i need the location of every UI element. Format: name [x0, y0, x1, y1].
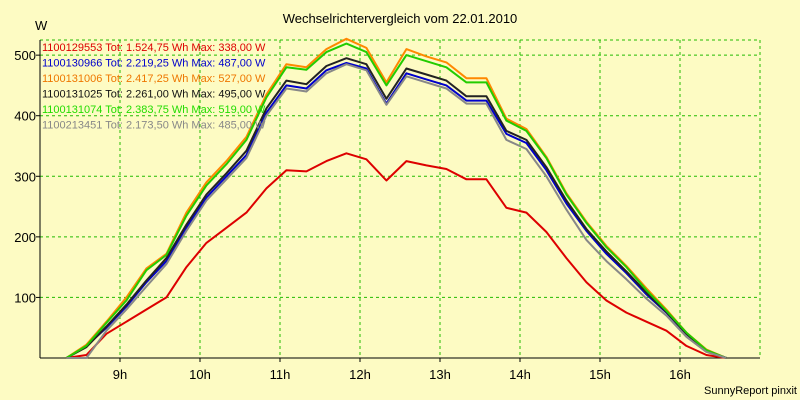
y-tick-label: 100 — [14, 290, 36, 305]
x-tick-labels: 9h 10h 11h 12h 13h 14h 15h 16h — [113, 367, 691, 382]
legend-entry-4: 1100131025 Tot: 2.261,00 Wh Max: 495,00 … — [42, 89, 266, 101]
series-line-5 — [65, 42, 727, 359]
y-tick-label: 300 — [14, 169, 36, 184]
series-lines — [65, 37, 727, 359]
legend: 1100129553 Tot: 1.524,75 Wh Max: 338,00 … — [42, 42, 266, 132]
series-line-1 — [66, 152, 727, 359]
axes — [36, 40, 760, 362]
x-tick-label: 9h — [113, 367, 127, 382]
x-tick-label: 10h — [189, 367, 211, 382]
series-line-6 — [66, 63, 727, 359]
legend-entry-2: 1100130966 Tot: 2.219,25 Wh Max: 487,00 … — [42, 58, 266, 70]
y-tick-label: 200 — [14, 230, 36, 245]
credit-text: SunnyReport pinxit — [704, 385, 797, 397]
y-tick-label: 500 — [14, 48, 36, 63]
x-tick-label: 12h — [349, 367, 371, 382]
series-line-4 — [65, 57, 727, 359]
legend-entry-3: 1100131006 Tot: 2.417,25 Wh Max: 527,00 … — [42, 73, 266, 85]
y-tick-label: 400 — [14, 109, 36, 124]
legend-entry-6: 1100213451 Tot: 2.173,50 Wh Max: 485,00 … — [42, 120, 266, 132]
x-tick-label: 16h — [669, 367, 691, 382]
x-tick-label: 15h — [589, 367, 611, 382]
x-tick-label: 13h — [429, 367, 451, 382]
legend-entry-1: 1100129553 Tot: 1.524,75 Wh Max: 338,00 … — [42, 42, 266, 54]
x-tick-label: 14h — [509, 367, 531, 382]
series-line-2 — [65, 62, 727, 359]
y-tick-labels: 100 200 300 400 500 — [14, 48, 36, 305]
chart-title: Wechselrichtervergleich vom 22.01.2010 — [283, 11, 518, 26]
legend-entry-5: 1100131074 Tot: 2.383,75 Wh Max: 519,00 … — [42, 104, 266, 116]
x-tick-label: 11h — [270, 367, 291, 382]
y-axis-unit: W — [35, 18, 48, 33]
